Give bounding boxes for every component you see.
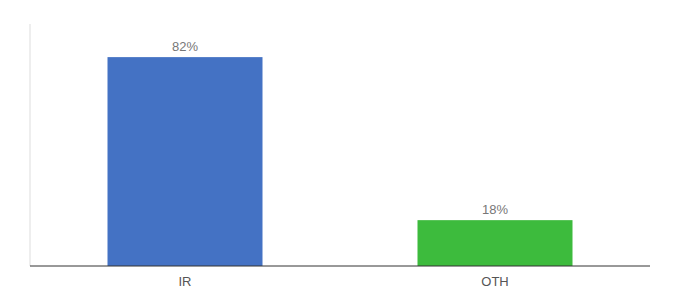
chart-container: 82% 18% IR OTH — [0, 0, 680, 300]
chart-svg: 82% 18% IR OTH — [0, 0, 680, 300]
bar — [108, 57, 263, 266]
bars — [108, 57, 573, 266]
x-axis-labels: IR OTH — [179, 274, 509, 289]
data-label: 18% — [482, 202, 508, 217]
data-labels: 82% 18% — [172, 39, 508, 217]
x-tick-label: OTH — [481, 274, 508, 289]
data-label: 82% — [172, 39, 198, 54]
x-tick-label: IR — [179, 274, 192, 289]
x-axis-line — [30, 266, 650, 267]
bar — [418, 220, 573, 266]
y-axis-line — [30, 24, 31, 266]
